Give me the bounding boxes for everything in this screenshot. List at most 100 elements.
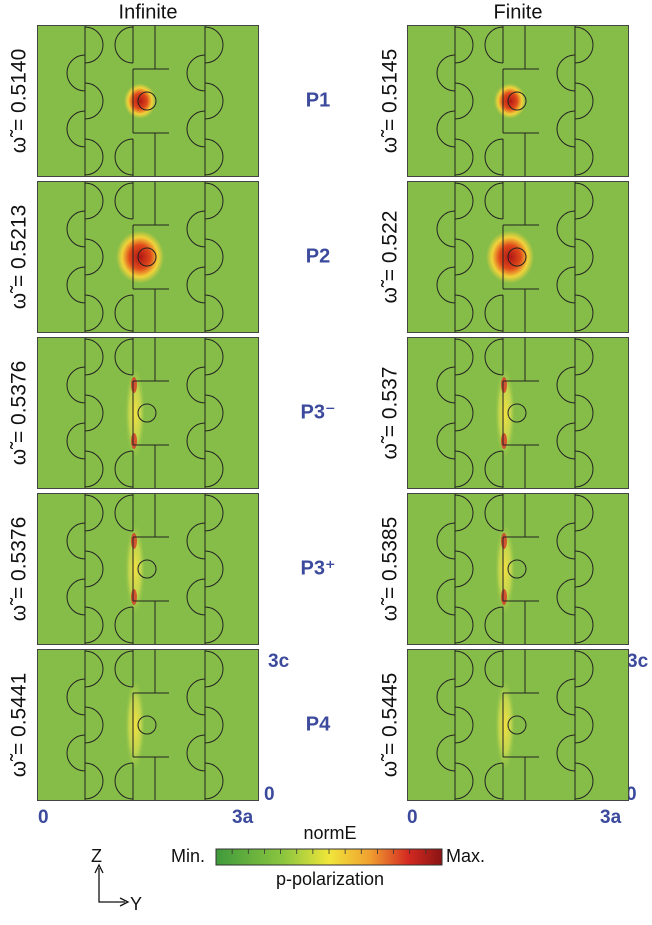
structure-arc — [66, 734, 86, 772]
structure-arc — [114, 338, 134, 376]
structure-arc — [484, 494, 504, 532]
hotspot — [131, 377, 137, 393]
structure-arc — [454, 338, 474, 376]
structure-arc — [84, 394, 104, 432]
structure-arc — [204, 450, 224, 488]
column-header: Finite — [494, 1, 543, 23]
structure-arc — [204, 294, 224, 332]
mode-label: P1 — [306, 89, 330, 111]
structure-arc — [114, 650, 134, 688]
structure-arc — [556, 54, 576, 92]
axes-indicator — [94, 863, 130, 907]
structure-arc — [114, 494, 134, 532]
omega-label: ω̃ = 0.5140 — [8, 49, 31, 154]
structure-arc — [66, 578, 86, 616]
hotspot — [116, 230, 164, 284]
structure-arc — [84, 238, 104, 276]
structure-arc — [204, 762, 224, 800]
structure-arc — [84, 294, 104, 332]
structure-arc — [84, 650, 104, 688]
structure-arc — [84, 338, 104, 376]
structure-arc — [204, 706, 224, 744]
structure-arc — [186, 578, 206, 616]
panel-border — [407, 493, 629, 645]
structure-line — [132, 181, 169, 333]
colorbar-caption: p-polarization — [276, 869, 384, 889]
structure-arc — [114, 450, 134, 488]
axis-label: 3a — [232, 807, 254, 828]
hotspot — [131, 433, 137, 449]
structure-arc — [84, 26, 104, 64]
structure-arc — [204, 82, 224, 120]
structure-arc — [556, 678, 576, 716]
structure-arc — [484, 762, 504, 800]
field-panel — [407, 649, 629, 801]
structure-arc — [454, 450, 474, 488]
structure-arc — [436, 266, 456, 304]
structure-arc — [186, 366, 206, 404]
structure-line — [502, 181, 539, 333]
structure — [66, 649, 224, 801]
structure-arc — [84, 550, 104, 588]
structure-arc — [454, 138, 474, 176]
axis-label: 3c — [268, 651, 290, 672]
hotspot — [125, 523, 145, 615]
structure-circle — [507, 247, 527, 267]
structure-arc — [114, 26, 134, 64]
structure-arc — [114, 182, 134, 220]
structure-arc — [84, 450, 104, 488]
panel-border — [407, 25, 629, 177]
panel-shade — [37, 493, 259, 645]
structure-arc — [574, 762, 594, 800]
axis-vertical: Z — [91, 846, 102, 866]
structure-arc — [84, 706, 104, 744]
structure-arc — [436, 210, 456, 248]
structure-arc — [556, 110, 576, 148]
structure-arc — [66, 54, 86, 92]
structure-arc — [484, 338, 504, 376]
structure-arc — [204, 650, 224, 688]
structure-arc — [574, 338, 594, 376]
field-panel — [407, 337, 629, 489]
structure-circle — [507, 715, 527, 735]
structure-arc — [454, 650, 474, 688]
axis-label: 3c — [627, 651, 649, 672]
structure-arc — [556, 422, 576, 460]
structure-arc — [204, 338, 224, 376]
structure-arc — [204, 26, 224, 64]
structure-arc — [574, 82, 594, 120]
structure-arc — [186, 422, 206, 460]
axis-label: 0 — [264, 784, 275, 805]
structure-arc — [484, 650, 504, 688]
structure-arc — [66, 210, 86, 248]
structure-arc — [574, 182, 594, 220]
field-panel — [407, 25, 629, 177]
structure — [436, 181, 594, 333]
field-panel — [37, 337, 259, 489]
field-panel — [37, 181, 259, 333]
structure-arc — [484, 294, 504, 332]
omega-label: ω̃ = 0.5376 — [8, 517, 31, 622]
structure-arc — [84, 494, 104, 532]
structure-arc — [574, 294, 594, 332]
structure-arc — [436, 422, 456, 460]
structure-line — [502, 493, 539, 645]
structure-arc — [556, 578, 576, 616]
mode-label: P4 — [306, 713, 331, 735]
axis-label: 0 — [38, 807, 49, 828]
axis-label: 0 — [626, 784, 637, 805]
omega-label: ω̃ = 0.522 — [379, 211, 402, 304]
structure-arc — [454, 238, 474, 276]
axis-label: 0 — [407, 807, 418, 828]
structure-arc — [186, 266, 206, 304]
structure-arc — [204, 606, 224, 644]
structure — [66, 493, 224, 645]
structure-circle — [507, 91, 527, 111]
structure — [436, 649, 594, 801]
mode-label: P3⁺ — [300, 557, 335, 579]
omega-label: ω̃ = 0.5376 — [8, 361, 31, 466]
structure-line — [502, 337, 539, 489]
structure-arc — [84, 762, 104, 800]
structure-arc — [66, 266, 86, 304]
